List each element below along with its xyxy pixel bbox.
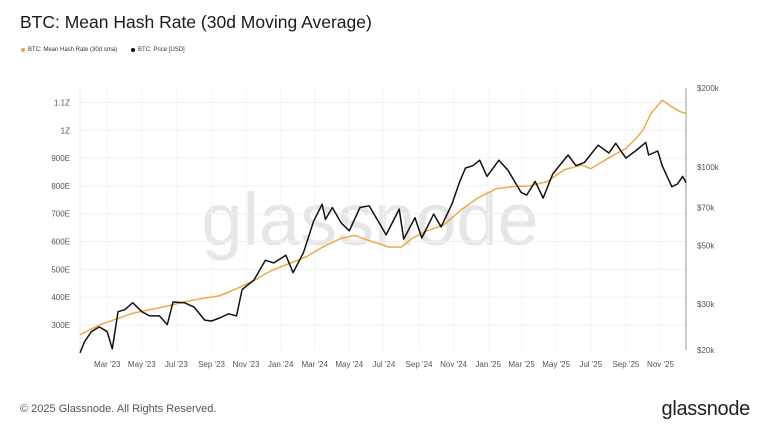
legend-label-price: BTC: Price [USD]	[138, 47, 185, 53]
axes: 300E 400E 500E 600E 700E 800E 900E 1Z 1.1Z $20k $3…	[51, 84, 719, 369]
y-left-tick-label: 1.1Z	[54, 98, 70, 107]
copyright-footer: © 2025 Glassnode. All Rights Reserved.	[20, 403, 217, 415]
y-left-tick-label: 800E	[51, 182, 70, 191]
x-tick-label: Jul '23	[165, 360, 188, 369]
legend-label-hash-rate: BTC: Mean Hash Rate (30d sma)	[28, 47, 118, 53]
y-right-tick-label: $30k	[697, 300, 715, 309]
x-tick-label: May '23	[128, 360, 156, 369]
legend-item-hash-rate[interactable]: BTC: Mean Hash Rate (30d sma)	[21, 47, 117, 53]
x-tick-label: Mar '24	[301, 360, 328, 369]
y-left-tick-label: 700E	[51, 210, 70, 219]
y-left-tick-label: 500E	[51, 265, 70, 274]
y-right-tick-label: $70k	[697, 203, 715, 212]
y-left-tick-label: 400E	[51, 293, 70, 302]
x-tick-label: Mar '23	[94, 360, 121, 369]
series-lines	[79, 99, 687, 354]
y-right-tick-label: $20k	[697, 346, 715, 355]
x-tick-label: Mar '25	[508, 360, 535, 369]
price-line	[79, 141, 687, 354]
y-right-tick-label: $200k	[697, 84, 720, 93]
x-tick-label: Sep '25	[612, 360, 639, 369]
y-right-tick-label: $100k	[697, 163, 720, 172]
x-tick-label: Jul '24	[372, 360, 395, 369]
glassnode-logo: glassnode	[661, 398, 751, 420]
x-tick-label: Jan '25	[475, 360, 501, 369]
x-tick-label: Nov '23	[233, 360, 260, 369]
grid	[80, 88, 686, 350]
y-left-tick-label: 300E	[51, 321, 70, 330]
legend-dot-price	[131, 48, 136, 52]
x-tick-label: Sep '23	[198, 360, 225, 369]
x-tick-label: Nov '25	[647, 360, 674, 369]
legend-dot-hash-rate	[21, 48, 25, 52]
x-tick-label: Nov '24	[440, 360, 467, 369]
legend-item-price[interactable]: BTC: Price [USD]	[131, 47, 185, 53]
y-left-tick-label: 600E	[51, 238, 70, 247]
hash-rate-line	[79, 99, 687, 336]
legend: BTC: Mean Hash Rate (30d sma) BTC: Price…	[21, 47, 185, 53]
x-tick-label: May '25	[542, 360, 570, 369]
x-tick-label: Jan '24	[268, 360, 294, 369]
watermark: glassnode	[201, 178, 538, 261]
x-tick-label: Sep '24	[406, 360, 433, 369]
chart-title: BTC: Mean Hash Rate (30d Moving Average)	[20, 12, 372, 32]
x-tick-label: Jul '25	[579, 360, 602, 369]
x-tick-label: May '24	[335, 360, 363, 369]
y-right-tick-label: $50k	[697, 242, 715, 251]
y-left-tick-label: 1Z	[61, 126, 70, 135]
y-left-tick-label: 900E	[51, 154, 70, 163]
